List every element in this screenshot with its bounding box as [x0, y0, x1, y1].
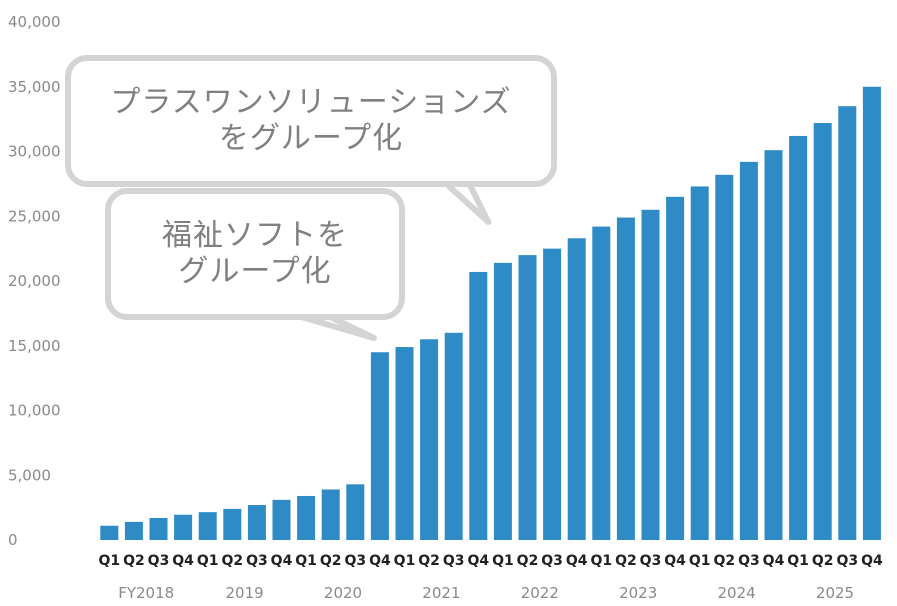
bar	[100, 525, 119, 540]
quarter-label: Q3	[640, 553, 662, 569]
bar	[838, 106, 857, 541]
quarter-label: Q1	[295, 553, 317, 569]
bar	[444, 332, 463, 540]
bar	[543, 248, 562, 540]
bar	[493, 262, 512, 540]
quarter-label: Q3	[443, 553, 465, 569]
bar	[813, 123, 832, 540]
callout-welfare-software: 福祉ソフトを グループ化	[105, 188, 405, 320]
callout-line: グループ化	[178, 254, 332, 289]
y-tick-label: 0	[8, 531, 18, 549]
bar	[469, 271, 488, 540]
quarter-label: Q4	[369, 553, 391, 569]
y-tick-label: 40,000	[8, 13, 61, 31]
bar	[321, 489, 340, 540]
quarter-label: Q4	[172, 553, 194, 569]
bar	[616, 217, 635, 541]
callout-line: プラスワンソリューションズ	[110, 85, 512, 120]
bar	[690, 186, 709, 540]
bar	[124, 521, 143, 540]
quarter-label: Q2	[123, 553, 145, 569]
bar	[862, 86, 881, 540]
y-tick-label: 30,000	[8, 143, 61, 161]
quarter-label: Q3	[148, 553, 170, 569]
bar	[641, 209, 660, 540]
quarter-label: Q2	[713, 553, 735, 569]
year-label: 2019	[226, 584, 264, 602]
bar	[395, 347, 414, 540]
quarter-label: Q2	[517, 553, 539, 569]
year-label: 2021	[422, 584, 460, 602]
bar	[174, 514, 193, 540]
quarter-label: Q3	[246, 553, 268, 569]
quarter-label: Q3	[344, 553, 366, 569]
bar	[370, 352, 389, 540]
bar	[420, 339, 439, 540]
callout-plusone-solutions: プラスワンソリューションズ をグループ化	[65, 55, 557, 187]
callout-line: 福祉ソフトを	[162, 218, 348, 253]
bar	[247, 505, 266, 540]
y-tick-label: 25,000	[8, 207, 61, 225]
y-tick-label: 10,000	[8, 402, 61, 420]
bar	[518, 255, 537, 540]
quarter-label: Q4	[467, 553, 489, 569]
quarter-label: Q2	[221, 553, 243, 569]
quarter-label: Q1	[590, 553, 612, 569]
quarter-label: Q1	[98, 553, 120, 569]
year-label: FY2018	[118, 584, 174, 602]
bar	[198, 512, 217, 540]
bar	[149, 517, 168, 540]
year-label: 2025	[816, 584, 854, 602]
y-tick-label: 20,000	[8, 272, 61, 290]
quarter-label: Q1	[787, 553, 809, 569]
bar	[592, 226, 611, 541]
bar	[739, 161, 758, 541]
bar	[297, 495, 316, 540]
bar	[272, 499, 291, 540]
quarter-label: Q1	[689, 553, 711, 569]
quarter-label: Q1	[492, 553, 514, 569]
bar	[567, 238, 586, 540]
quarter-label: Q3	[738, 553, 760, 569]
quarter-label: Q2	[320, 553, 342, 569]
year-label: 2022	[521, 584, 559, 602]
quarter-label: Q4	[271, 553, 293, 569]
bar	[789, 135, 808, 540]
y-tick-label: 15,000	[8, 337, 61, 355]
bar	[764, 150, 783, 540]
bar	[346, 484, 365, 540]
quarter-label: Q3	[836, 553, 858, 569]
bar	[666, 196, 685, 540]
y-axis: 0 5,000 10,000 15,000 20,000 25,000 30,000 35,0…	[8, 13, 61, 549]
quarter-label: Q4	[566, 553, 588, 569]
quarter-label: Q3	[541, 553, 563, 569]
year-label: 2024	[718, 584, 756, 602]
quarter-label: Q2	[418, 553, 440, 569]
quarter-label: Q4	[763, 553, 785, 569]
quarter-label: Q1	[394, 553, 416, 569]
y-tick-label: 35,000	[8, 78, 61, 96]
bar	[223, 508, 242, 540]
x-axis: Q1 Q2 Q3 Q4 Q1 Q2 Q3 Q4 Q1 Q2 Q3 Q4 Q1 Q2 Q3 Q4 Q1 Q2 Q3 Q4…	[98, 553, 883, 602]
year-label: 2023	[619, 584, 657, 602]
bars	[100, 86, 881, 541]
callout-line: をグループ化	[218, 121, 404, 156]
quarter-label: Q4	[861, 553, 883, 569]
quarter-label: Q4	[664, 553, 686, 569]
year-label: 2020	[324, 584, 362, 602]
quarter-label: Q2	[812, 553, 834, 569]
y-tick-label: 5,000	[8, 466, 51, 484]
quarter-label: Q2	[615, 553, 637, 569]
quarter-label: Q1	[197, 553, 219, 569]
bar	[715, 174, 734, 540]
